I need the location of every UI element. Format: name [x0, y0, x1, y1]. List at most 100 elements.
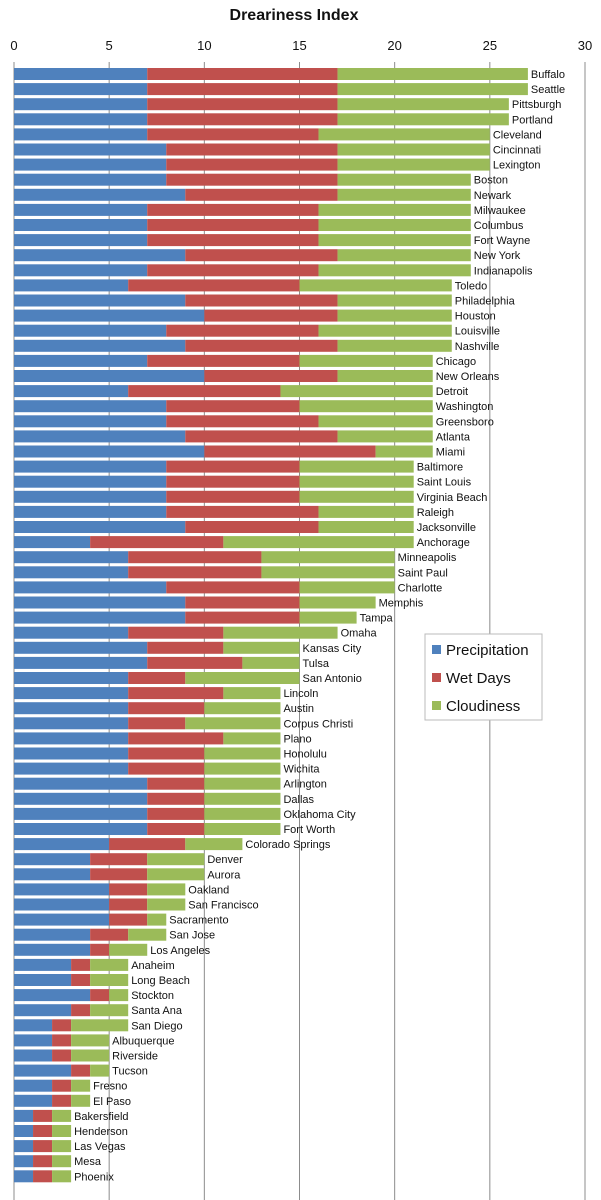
bar-baltimore-precipitation — [14, 460, 167, 473]
bar-long-beach-cloudiness — [90, 974, 129, 986]
bar-indianapolis-precipitation — [14, 264, 148, 277]
city-label-los-angeles: Los Angeles — [150, 945, 210, 957]
city-label-denver: Denver — [207, 854, 243, 866]
city-label-toledo: Toledo — [455, 280, 487, 292]
bar-fresno-precipitation — [14, 1079, 53, 1092]
city-label-houston: Houston — [455, 311, 496, 323]
bar-pittsburgh-precipitation — [14, 98, 148, 111]
bar-greensboro-precipitation — [14, 415, 167, 428]
bar-austin-cloudiness — [204, 702, 281, 715]
bar-los-angeles-wet-days — [90, 943, 110, 956]
bar-austin-precipitation — [14, 702, 129, 715]
city-label-philadelphia: Philadelphia — [455, 296, 516, 308]
city-label-oakland: Oakland — [188, 884, 229, 896]
bar-kansas-city-cloudiness — [223, 641, 300, 654]
bar-albuquerque-precipitation — [14, 1034, 53, 1047]
bar-washington-wet-days — [166, 400, 300, 413]
bar-denver-wet-days — [90, 853, 148, 866]
bar-charlotte-wet-days — [166, 581, 300, 594]
bar-bakersfield-precipitation — [14, 1109, 34, 1122]
bar-toledo-cloudiness — [299, 279, 452, 292]
bar-pittsburgh-wet-days — [147, 98, 338, 111]
bar-fresno-cloudiness — [71, 1079, 91, 1092]
bar-long-beach-wet-days — [71, 974, 91, 986]
bar-plano-wet-days — [128, 732, 224, 745]
bar-sacramento-precipitation — [14, 913, 110, 926]
bar-san-diego-precipitation — [14, 1019, 53, 1032]
city-label-washington: Washington — [436, 401, 494, 413]
bar-wichita-precipitation — [14, 762, 129, 775]
chart-title: Dreariness Index — [230, 7, 359, 24]
city-label-riverside: Riverside — [112, 1051, 158, 1063]
city-label-omaha: Omaha — [341, 628, 378, 640]
city-label-newark: Newark — [474, 190, 512, 202]
city-label-chicago: Chicago — [436, 356, 476, 368]
city-label-anaheim: Anaheim — [131, 960, 174, 972]
bar-houston-precipitation — [14, 309, 205, 322]
bar-charlotte-precipitation — [14, 581, 167, 594]
bar-lincoln-wet-days — [128, 687, 224, 700]
city-label-boston: Boston — [474, 175, 508, 187]
city-label-wichita: Wichita — [283, 764, 320, 776]
legend-swatch-wet-days — [432, 673, 441, 682]
bar-henderson-wet-days — [33, 1125, 53, 1137]
bar-wichita-cloudiness — [204, 762, 281, 775]
bar-miami-cloudiness — [375, 445, 433, 458]
city-label-new-york: New York — [474, 250, 521, 262]
bar-honolulu-cloudiness — [204, 747, 281, 760]
bar-fort-wayne-cloudiness — [318, 234, 471, 247]
bar-portland-precipitation — [14, 113, 148, 126]
city-label-phoenix: Phoenix — [74, 1171, 114, 1183]
bar-indianapolis-wet-days — [147, 264, 319, 277]
bar-buffalo-wet-days — [147, 68, 338, 80]
city-label-louisville: Louisville — [455, 326, 500, 338]
bar-colorado-springs-cloudiness — [185, 838, 243, 851]
city-label-jacksonville: Jacksonville — [417, 522, 476, 534]
bar-bakersfield-wet-days — [33, 1109, 53, 1122]
bar-memphis-cloudiness — [299, 596, 376, 609]
x-tick-label-20: 20 — [387, 38, 401, 53]
bar-anchorage-cloudiness — [223, 536, 414, 549]
bar-philadelphia-cloudiness — [337, 294, 452, 307]
bar-tucson-wet-days — [71, 1064, 91, 1077]
city-label-detroit: Detroit — [436, 386, 468, 398]
city-label-saint-louis: Saint Louis — [417, 477, 472, 489]
bar-austin-wet-days — [128, 702, 205, 715]
bar-arlington-wet-days — [147, 777, 205, 790]
bar-henderson-cloudiness — [52, 1125, 72, 1137]
bar-mesa-precipitation — [14, 1155, 34, 1168]
bar-detroit-cloudiness — [280, 385, 433, 398]
city-label-austin: Austin — [283, 703, 314, 715]
bar-newark-precipitation — [14, 188, 186, 201]
bar-oakland-wet-days — [109, 883, 148, 896]
city-label-san-francisco: San Francisco — [188, 900, 258, 912]
bar-santa-ana-wet-days — [71, 1004, 91, 1017]
bar-seattle-cloudiness — [337, 83, 528, 96]
bar-detroit-wet-days — [128, 385, 281, 398]
bar-milwaukee-precipitation — [14, 203, 148, 216]
legend: Precipitation Wet Days Cloudiness — [424, 633, 543, 721]
bar-santa-ana-cloudiness — [90, 1004, 129, 1017]
city-label-fresno: Fresno — [93, 1081, 127, 1093]
city-label-san-diego: San Diego — [131, 1020, 182, 1032]
bar-wichita-wet-days — [128, 762, 205, 775]
city-label-tulsa: Tulsa — [303, 658, 330, 670]
bar-louisville-wet-days — [166, 324, 319, 337]
bar-lexington-wet-days — [166, 158, 338, 171]
city-label-indianapolis: Indianapolis — [474, 265, 533, 277]
city-label-greensboro: Greensboro — [436, 416, 494, 428]
bar-washington-precipitation — [14, 400, 167, 413]
bar-plano-cloudiness — [223, 732, 281, 745]
bar-atlanta-precipitation — [14, 430, 186, 443]
bar-anchorage-wet-days — [90, 536, 224, 549]
bar-new-york-precipitation — [14, 249, 186, 262]
city-label-atlanta: Atlanta — [436, 431, 471, 443]
bar-raleigh-wet-days — [166, 505, 319, 518]
bar-san-jose-cloudiness — [128, 928, 167, 941]
bar-boston-cloudiness — [337, 173, 471, 186]
bar-fort-worth-precipitation — [14, 823, 148, 835]
city-label-buffalo: Buffalo — [531, 69, 565, 81]
bar-lincoln-cloudiness — [223, 687, 281, 700]
bar-cincinnati-wet-days — [166, 143, 338, 156]
